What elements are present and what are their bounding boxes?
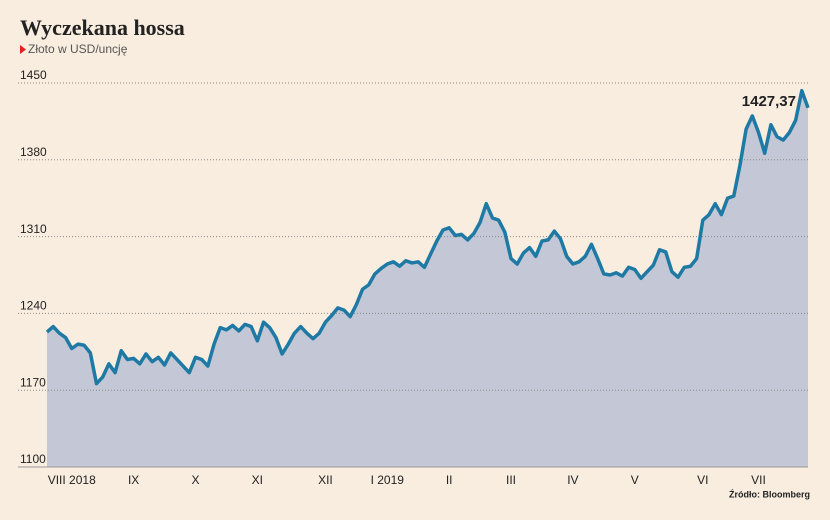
value-label: 1427,37	[742, 93, 796, 110]
subtitle-marker	[20, 45, 26, 54]
chart-subtitle: Złoto w USD/uncję	[28, 42, 128, 56]
y-tick-label: 1380	[20, 145, 47, 159]
x-tick-label: XII	[318, 473, 333, 487]
x-tick-label: III	[506, 473, 516, 487]
x-tick-label: XI	[252, 473, 263, 487]
y-tick-label: 1100	[20, 452, 46, 466]
source: Źródło: Bloomberg	[729, 489, 810, 499]
x-tick-label: II	[446, 473, 453, 487]
x-tick-label: VI	[697, 473, 708, 487]
line	[45, 88, 810, 386]
x-tick-label: VII	[751, 473, 766, 487]
chart-title: Wyczekana hossa	[20, 15, 185, 40]
x-tick-label: X	[191, 473, 199, 487]
x-tick-label: IX	[128, 473, 139, 487]
y-tick-label: 1310	[20, 222, 47, 236]
x-tick-label: I 2019	[371, 473, 405, 487]
y-tick-label: 1450	[20, 68, 47, 82]
x-tick-label: V	[631, 473, 639, 487]
x-tick-label: VIII 2018	[48, 473, 96, 487]
x-tick-label: IV	[567, 473, 578, 487]
y-tick-label: 1170	[20, 375, 46, 389]
y-tick-label: 1240	[20, 299, 47, 313]
area	[47, 90, 808, 468]
